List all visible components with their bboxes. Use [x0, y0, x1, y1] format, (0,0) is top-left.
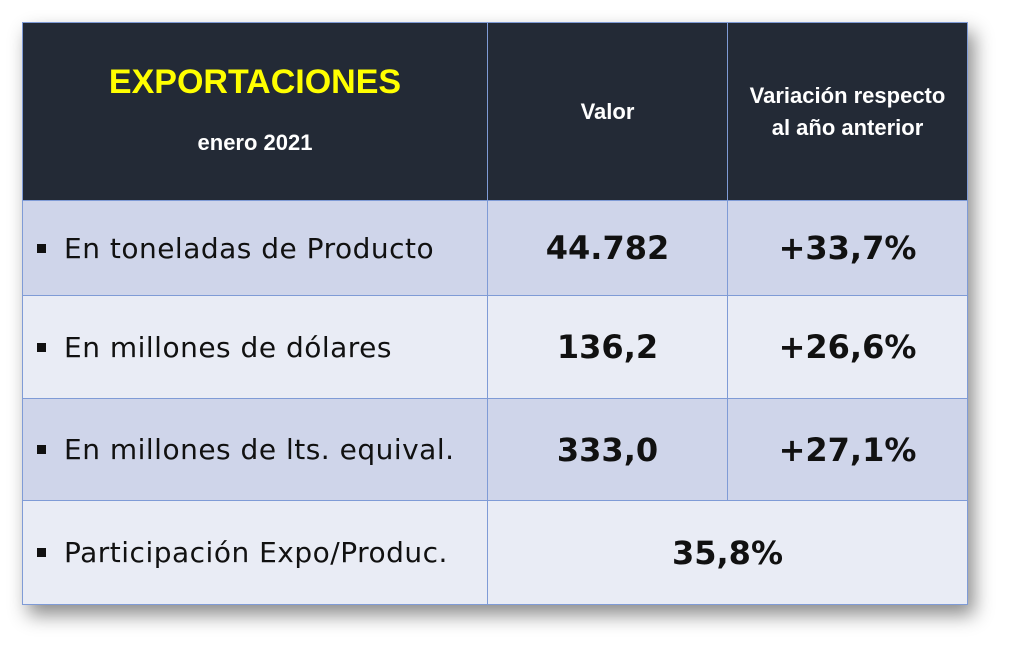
value-cell: 35,8% [487, 500, 968, 605]
row-label: En millones de dólares [64, 330, 392, 364]
column-header-text: Valor [580, 98, 635, 124]
subtitle: enero 2021 [197, 130, 313, 156]
value-cell: 136,2 [487, 295, 728, 399]
value: +26,6% [778, 328, 917, 366]
column-header-text: Variación respecto al año anterior [749, 82, 946, 140]
value-cell: 44.782 [487, 200, 728, 296]
value-cell: 333,0 [487, 398, 728, 501]
column-header: Variación respecto al año anterior [727, 22, 968, 201]
row-label-cell: En millones de lts. equival. [22, 398, 488, 501]
value-cell: +26,6% [727, 295, 968, 399]
value: 333,0 [556, 430, 659, 469]
bullet [37, 548, 46, 557]
bullet [37, 243, 46, 253]
value: 136,2 [556, 328, 659, 366]
row-label-cell: Participación Expo/Produc. [22, 500, 488, 605]
header-cell: EXPORTACIONES enero 2021 [22, 22, 488, 201]
value-cell: +33,7% [727, 200, 968, 296]
value: +27,1% [778, 430, 917, 469]
value: 35,8% [671, 533, 783, 572]
row-label: En millones de lts. equival. [64, 433, 455, 466]
title: EXPORTACIONES [108, 62, 402, 101]
bullet [37, 445, 46, 454]
row-label-cell: En millones de dólares [22, 295, 488, 399]
column-header: Valor [487, 22, 728, 201]
row-label: Participación Expo/Produc. [64, 536, 448, 569]
value-cell: +27,1% [727, 398, 968, 501]
table: EXPORTACIONES enero 2021 Valor Variación… [22, 22, 968, 605]
value: 44.782 [545, 229, 670, 267]
value: +33,7% [778, 229, 917, 267]
row-label: En toneladas de Producto [64, 231, 435, 265]
row-label-cell: En toneladas de Producto [22, 200, 488, 296]
bullet [37, 342, 46, 352]
